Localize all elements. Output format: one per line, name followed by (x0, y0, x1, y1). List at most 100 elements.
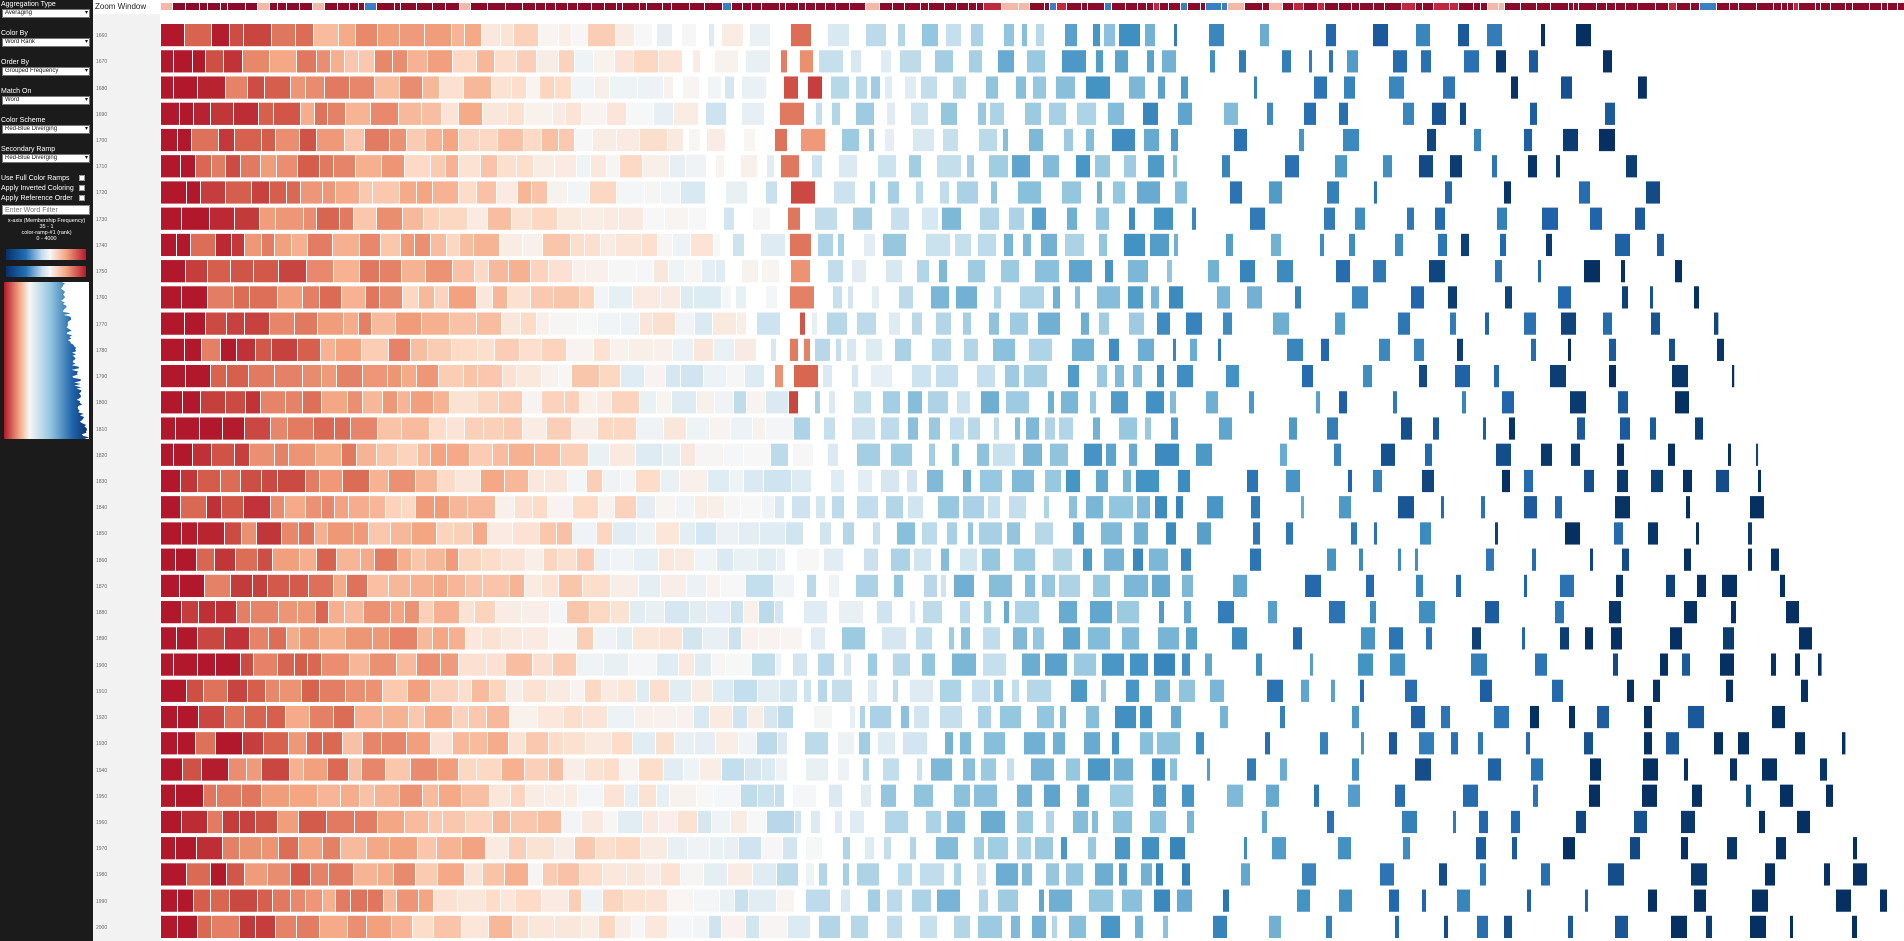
matrix-cell (350, 76, 374, 99)
matrix-cell (221, 469, 240, 493)
matrix-cell (1546, 233, 1552, 257)
year-label: 1680 (96, 85, 108, 92)
zoom-window-bar[interactable] (161, 3, 1904, 10)
zoom-window-cell (471, 3, 487, 10)
matrix-cell (1178, 469, 1190, 493)
zoom-window-cell (270, 3, 277, 10)
matrix-cell (776, 758, 787, 781)
matrix-cell (453, 50, 476, 73)
word-rank-matrix[interactable] (161, 23, 1904, 941)
matrix-cell (588, 24, 615, 47)
zoom-window-cell (1782, 3, 1787, 10)
matrix-cell (678, 810, 697, 834)
matrix-row (161, 837, 1857, 860)
zoom-window-cell (1304, 3, 1317, 10)
zoom-window-cell (1774, 3, 1781, 10)
matrix-cell (341, 837, 366, 860)
matrix-cell (1066, 469, 1080, 493)
matrix-cell (571, 233, 584, 257)
matrix-cell (617, 128, 639, 152)
matrix-cell (1682, 653, 1690, 676)
secondary-ramp-select[interactable]: Red-Blue Diverging ▾ (2, 154, 90, 163)
matrix-cell (640, 391, 656, 414)
chevron-down-icon: ▾ (84, 97, 88, 103)
matrix-cell (643, 155, 669, 178)
matrix-row (161, 155, 1637, 178)
matrix-cell (342, 443, 356, 466)
matrix-cell (742, 260, 758, 283)
order-by-select[interactable]: Grouped Frequency ▾ (2, 67, 90, 76)
matrix-cell (616, 233, 641, 257)
matrix-cell (668, 889, 693, 912)
matrix-cell (780, 679, 797, 702)
matrix-cell (316, 601, 328, 624)
matrix-cell (403, 207, 423, 230)
color-by-select[interactable]: Word Rank ▾ (2, 38, 90, 47)
zoom-window-cell (1318, 3, 1324, 10)
matrix-cell (569, 889, 581, 912)
zoom-window-cell (977, 3, 983, 10)
matrix-cell (610, 76, 637, 99)
matrix-cell (978, 102, 986, 125)
reference-order-checkbox[interactable] (79, 195, 85, 201)
matrix-cell (681, 364, 703, 388)
matrix-cell (1374, 522, 1377, 545)
matrix-cell (348, 915, 366, 938)
zoom-window-cell (752, 3, 761, 10)
full-color-ramps-checkbox[interactable] (79, 175, 85, 181)
matrix-cell (178, 915, 197, 938)
matrix-cell (285, 496, 305, 519)
matrix-cell (1441, 496, 1444, 519)
matrix-cell (1620, 417, 1630, 440)
matrix-cell (212, 443, 234, 466)
matrix-cell (435, 286, 448, 309)
matrix-cell (923, 601, 942, 624)
matrix-cell (306, 76, 324, 99)
matrix-cell (550, 601, 566, 624)
matrix-cell (844, 653, 851, 676)
matrix-cell (603, 469, 620, 493)
matrix-cell (510, 574, 524, 598)
color-scheme-select[interactable]: Red-Blue Diverging ▾ (2, 125, 90, 134)
inverted-coloring-checkbox[interactable] (79, 185, 85, 191)
matrix-cell (694, 705, 709, 729)
matrix-cell (355, 705, 382, 729)
matrix-cell (1124, 233, 1145, 257)
matrix-cell (1158, 627, 1179, 650)
matrix-cell (670, 155, 685, 178)
matrix-cell (1552, 679, 1563, 702)
matrix-cell (424, 207, 439, 230)
matrix-cell (1481, 496, 1485, 519)
matrix-cell (994, 286, 1001, 309)
matrix-cell (736, 286, 746, 309)
inverted-coloring-option: Apply Inverted Coloring (1, 184, 89, 193)
matrix-cell (994, 417, 999, 440)
aggregation-type-select[interactable]: Averaging ▾ (2, 9, 90, 18)
matrix-cell (689, 207, 706, 230)
matrix-cell (542, 364, 558, 388)
matrix-cell (1714, 732, 1723, 755)
word-filter-input[interactable] (2, 205, 90, 215)
zoom-window-cell (1669, 3, 1676, 10)
matrix-cell (714, 233, 720, 257)
matrix-cell (1504, 915, 1512, 938)
matrix-cell (819, 50, 843, 73)
matrix-cell (1609, 601, 1621, 624)
matrix-cell (939, 260, 947, 283)
matrix-cell (681, 443, 695, 466)
matrix-cell (492, 76, 511, 99)
matrix-cell (174, 653, 197, 676)
matrix-cell (183, 391, 200, 414)
matrix-cell (900, 50, 921, 73)
matrix-cell (945, 732, 953, 755)
matrix-cell (620, 155, 642, 178)
matrix-cell (1147, 50, 1154, 73)
matrix-cell (1657, 233, 1664, 257)
match-on-select[interactable]: Word ▾ (2, 96, 90, 105)
matrix-cell (993, 338, 1015, 361)
matrix-cell (1042, 574, 1055, 598)
matrix-cell (1329, 50, 1333, 73)
matrix-cell (201, 391, 225, 414)
matrix-cell (325, 76, 349, 99)
matrix-cell (947, 810, 965, 834)
